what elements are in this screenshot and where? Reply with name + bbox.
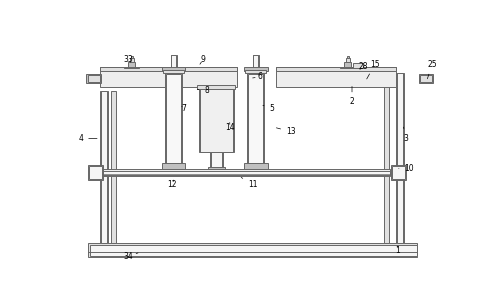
Text: 1: 1 (395, 246, 400, 255)
Bar (111, 91, 116, 243)
Text: 33: 33 (124, 55, 134, 64)
Text: 4: 4 (78, 134, 97, 143)
Bar (252, 55, 259, 68)
Bar (102, 171, 390, 175)
Bar (129, 62, 136, 67)
Bar (392, 166, 405, 179)
Text: 11: 11 (241, 177, 257, 189)
Text: 14: 14 (225, 123, 235, 132)
Bar (244, 163, 268, 169)
Bar (340, 67, 355, 68)
Bar (385, 73, 389, 243)
Bar (346, 58, 350, 62)
Bar (162, 163, 185, 169)
Bar (419, 74, 433, 83)
Bar (165, 73, 182, 164)
Bar (171, 55, 176, 68)
Bar (253, 55, 258, 68)
Bar (276, 67, 396, 71)
Bar (276, 67, 396, 87)
Bar (100, 67, 238, 87)
Bar (245, 169, 266, 172)
Bar (200, 89, 233, 152)
Bar (163, 169, 184, 172)
Text: 10: 10 (399, 164, 414, 173)
Bar (344, 62, 351, 67)
Bar (88, 165, 103, 180)
Bar (171, 55, 176, 68)
Text: 7: 7 (181, 104, 186, 113)
Bar (166, 74, 181, 163)
Bar (420, 75, 432, 82)
Bar (244, 67, 268, 71)
Text: 13: 13 (277, 127, 296, 136)
Text: 28: 28 (359, 62, 368, 71)
Bar (162, 67, 185, 71)
Text: 15: 15 (367, 60, 380, 79)
Text: 6: 6 (252, 72, 263, 81)
Text: 5: 5 (263, 104, 274, 113)
Bar (163, 70, 184, 73)
Bar (347, 56, 349, 58)
Text: 25: 25 (427, 60, 437, 79)
Bar (101, 91, 107, 243)
Bar (124, 67, 139, 68)
Bar (199, 88, 234, 152)
Bar (245, 70, 266, 73)
Text: 3: 3 (403, 127, 408, 143)
Bar (210, 151, 223, 167)
Bar (89, 166, 102, 179)
Text: 8: 8 (197, 86, 209, 95)
Bar (100, 91, 108, 243)
Text: 2: 2 (350, 86, 354, 106)
Bar (396, 73, 404, 243)
Bar (100, 67, 238, 71)
Bar (131, 56, 133, 58)
Bar (397, 73, 403, 243)
Text: 34: 34 (124, 252, 138, 261)
Bar (391, 165, 406, 180)
Bar (208, 167, 225, 169)
Bar (197, 86, 236, 89)
Bar (102, 169, 390, 176)
Bar (88, 243, 417, 257)
Bar (247, 74, 263, 163)
Bar (90, 245, 417, 256)
Bar (247, 73, 264, 164)
Text: 12: 12 (168, 180, 177, 189)
Bar (211, 152, 222, 167)
Bar (353, 63, 363, 68)
Bar (130, 58, 134, 62)
Bar (86, 74, 101, 83)
Text: 9: 9 (200, 55, 206, 64)
Bar (88, 75, 100, 82)
